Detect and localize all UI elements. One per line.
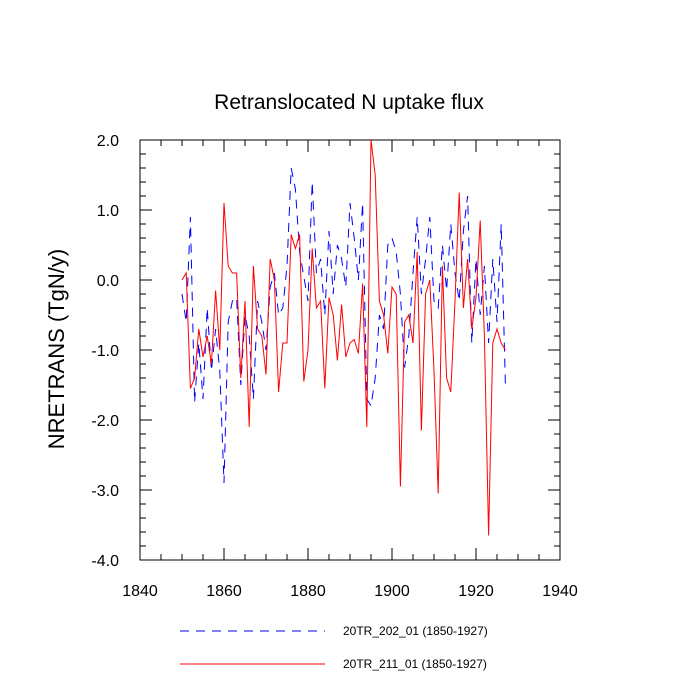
x-tick-label: 1920 xyxy=(458,583,494,600)
legend-label-series-1: 20TR_202_01 (1850-1927) xyxy=(343,624,488,638)
x-tick-label: 1860 xyxy=(206,583,242,600)
x-tick-label: 1840 xyxy=(122,583,158,600)
y-tick-label: 0.0 xyxy=(97,273,119,290)
x-tick-label: 1940 xyxy=(542,583,578,600)
y-tick-label: -2.0 xyxy=(91,413,119,430)
x-tick-label: 1900 xyxy=(374,583,410,600)
legend: 20TR_202_01 (1850-1927) 20TR_211_01 (185… xyxy=(180,624,488,671)
series-group xyxy=(181,139,506,536)
series-line-1 xyxy=(181,167,506,484)
y-axis-label: NRETRANS (TgN/y) xyxy=(44,249,69,449)
y-tick-label: 1.0 xyxy=(97,203,119,220)
y-tick-labels: 2.0 1.0 0.0 -1.0 -2.0 -3.0 -4.0 xyxy=(91,133,119,570)
y-tick-label: -3.0 xyxy=(91,483,119,500)
series-line-2 xyxy=(181,139,506,536)
legend-label-series-2: 20TR_211_01 (1850-1927) xyxy=(343,657,487,671)
y-tick-label: -1.0 xyxy=(91,343,119,360)
y-tick-label: 2.0 xyxy=(97,133,119,150)
axis-ticks xyxy=(139,139,561,561)
x-tick-labels: 1840 1860 1880 1900 1920 1940 xyxy=(122,583,578,600)
chart-title: Retranslocated N uptake flux xyxy=(214,91,484,114)
x-tick-label: 1880 xyxy=(290,583,326,600)
y-tick-label: -4.0 xyxy=(91,553,119,570)
